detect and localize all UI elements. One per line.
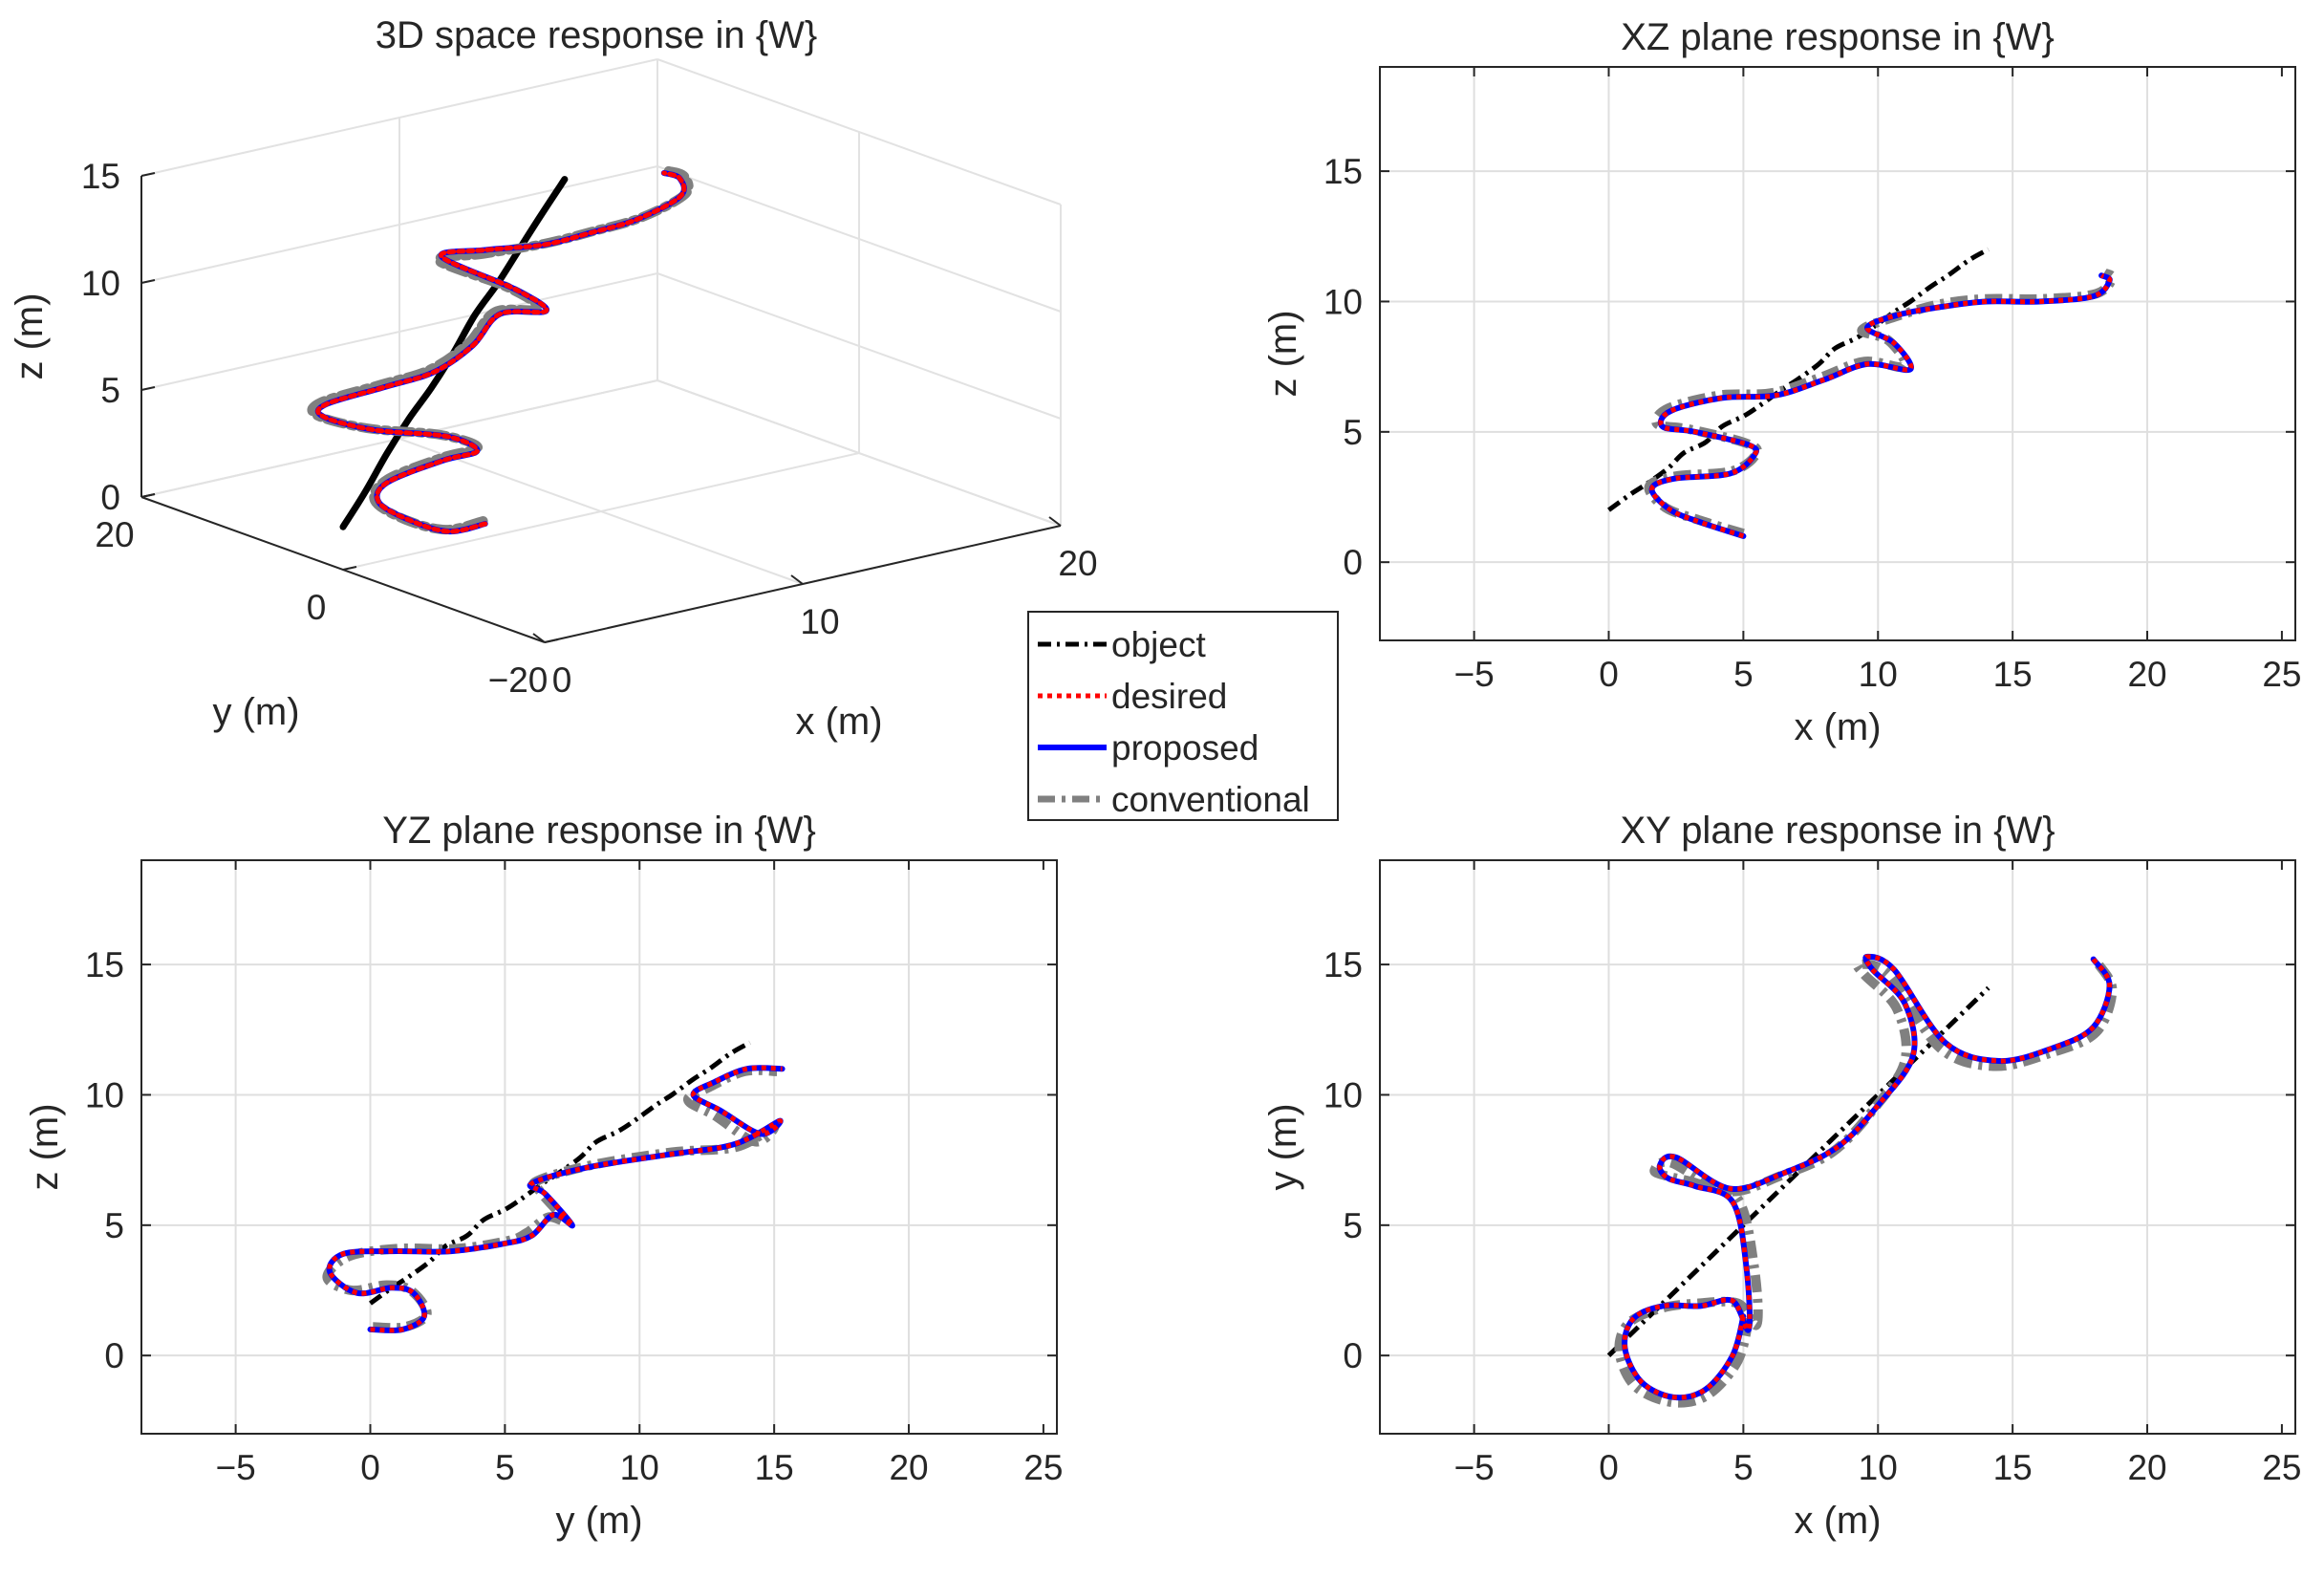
- x-axis-label: x (m): [1794, 706, 1881, 748]
- series-line-object: [1606, 985, 1990, 1357]
- x-axis-label: x (m): [795, 701, 882, 743]
- x-tick-label: 5: [1733, 655, 1754, 694]
- chart-title: 3D space response in {W}: [376, 14, 817, 56]
- x-tick-label: 10: [1859, 655, 1898, 694]
- z-tick: [140, 386, 156, 391]
- y-tick-label: 10: [85, 1075, 124, 1114]
- z-axis-label: z (m): [9, 292, 51, 379]
- x-tick-label: 10: [620, 1448, 659, 1487]
- y-tick: [342, 566, 357, 571]
- panel-yz-plane: −5 0 5 10 15 20 25 0 5 10 15 YZ plane response in {…: [24, 810, 1063, 1542]
- y-tick-label: −20: [488, 660, 549, 700]
- legend-box: [1027, 611, 1339, 821]
- x-tick-label: 0: [1599, 655, 1619, 694]
- x-axis-label: y (m): [555, 1500, 642, 1542]
- x-tick-label: 20: [2127, 1448, 2166, 1487]
- x-axis-label: x (m): [1794, 1500, 1881, 1542]
- axes-box: [1379, 859, 2296, 1435]
- z-tick-label: 0: [100, 478, 120, 517]
- x-tick-label: 20: [1058, 544, 1097, 583]
- grid-line-3d: [342, 452, 860, 571]
- x-tick-label: −5: [1454, 655, 1495, 694]
- x-tick-label: 5: [1733, 1448, 1754, 1487]
- x-tick: [790, 574, 804, 585]
- z-tick-label: 15: [81, 157, 120, 196]
- x-tick-label: 25: [2262, 655, 2301, 694]
- y-tick-label: 15: [1323, 945, 1363, 984]
- x-tick-label: 0: [1599, 1448, 1619, 1487]
- y-tick-label: 15: [85, 945, 124, 984]
- x-tick-label: 20: [889, 1448, 928, 1487]
- panel-xz-plane: −5 0 5 10 15 20 25 0 5 10 15 XZ plane response in {…: [1262, 16, 2301, 748]
- series-line-desired: [1649, 272, 2113, 539]
- y-tick-label: 5: [104, 1206, 124, 1245]
- x-tick-label: 25: [1023, 1448, 1063, 1487]
- chart-title: YZ plane response in {W}: [382, 810, 816, 852]
- legend-label-proposed: proposed: [1111, 728, 1259, 768]
- y-axis-label: z (m): [1262, 310, 1304, 397]
- z-tick: [140, 172, 156, 177]
- x-tick-label: 0: [360, 1448, 380, 1487]
- y-tick-label: 5: [1343, 413, 1363, 452]
- x-tick-label: −5: [216, 1448, 256, 1487]
- x-tick: [532, 633, 546, 643]
- y-tick-label: 5: [1343, 1206, 1363, 1245]
- x-tick-label: −5: [1454, 1448, 1495, 1487]
- x-tick: [1048, 516, 1062, 527]
- series-line-desired: [315, 170, 687, 534]
- axes-box: [140, 859, 1058, 1435]
- y-tick-label: 20: [95, 515, 134, 554]
- series-line-desired: [1622, 954, 2113, 1400]
- y-tick-label: 0: [104, 1336, 124, 1375]
- z-tick: [140, 279, 156, 284]
- z-tick-label: 10: [81, 264, 120, 303]
- series-line-conventional: [322, 1065, 780, 1333]
- y-axis-label: z (m): [24, 1103, 66, 1190]
- z-tick: [140, 493, 156, 498]
- x-tick-label: 10: [800, 602, 839, 641]
- y-axis-label: y (m): [1262, 1103, 1304, 1190]
- y-tick-label: 0: [1343, 1336, 1363, 1375]
- legend-label-desired: desired: [1111, 677, 1227, 716]
- x-tick-label: 20: [2127, 655, 2166, 694]
- grid-line-3d: [140, 165, 658, 284]
- x-tick-label: 0: [552, 660, 572, 700]
- y-tick-label: 0: [307, 588, 327, 627]
- grid-line-3d: [656, 58, 1062, 205]
- x-tick-label: 10: [1859, 1448, 1898, 1487]
- y-tick: [544, 638, 559, 643]
- y-tick-label: 10: [1323, 282, 1363, 321]
- panel-xy-plane: −5 0 5 10 15 20 25 0 5 10 15 XY plane response in {…: [1262, 810, 2301, 1542]
- plot-area: [141, 860, 1057, 1434]
- series-line-desired: [327, 1065, 784, 1333]
- x-tick-label: 15: [1993, 655, 2033, 694]
- x-tick-label: 15: [755, 1448, 794, 1487]
- y-tick-label: 10: [1323, 1075, 1363, 1114]
- grid-line-3d: [140, 58, 658, 177]
- plot-area: [1380, 67, 2295, 640]
- grid-line-3d: [656, 272, 1062, 420]
- x-tick-label: 5: [495, 1448, 515, 1487]
- x-tick-label: 15: [1993, 1448, 2033, 1487]
- y-tick-label: 15: [1323, 152, 1363, 191]
- legend: object desired proposed conventional: [1027, 611, 1339, 821]
- series-line-conventional: [1614, 959, 2118, 1408]
- y-tick-label: 0: [1343, 543, 1363, 582]
- grid-line-3d: [656, 165, 1062, 313]
- grid-line-3d: [140, 272, 658, 391]
- chart-title: XY plane response in {W}: [1620, 810, 2055, 852]
- series-line-object: [1607, 247, 1990, 512]
- z-tick-label: 5: [100, 371, 120, 410]
- axes-box: [1379, 66, 2296, 641]
- y-axis-label: y (m): [212, 691, 299, 733]
- legend-label-object: object: [1111, 625, 1206, 664]
- legend-label-conventional: conventional: [1111, 780, 1310, 819]
- x-tick-label: 25: [2262, 1448, 2301, 1487]
- chart-title: XZ plane response in {W}: [1621, 16, 2055, 58]
